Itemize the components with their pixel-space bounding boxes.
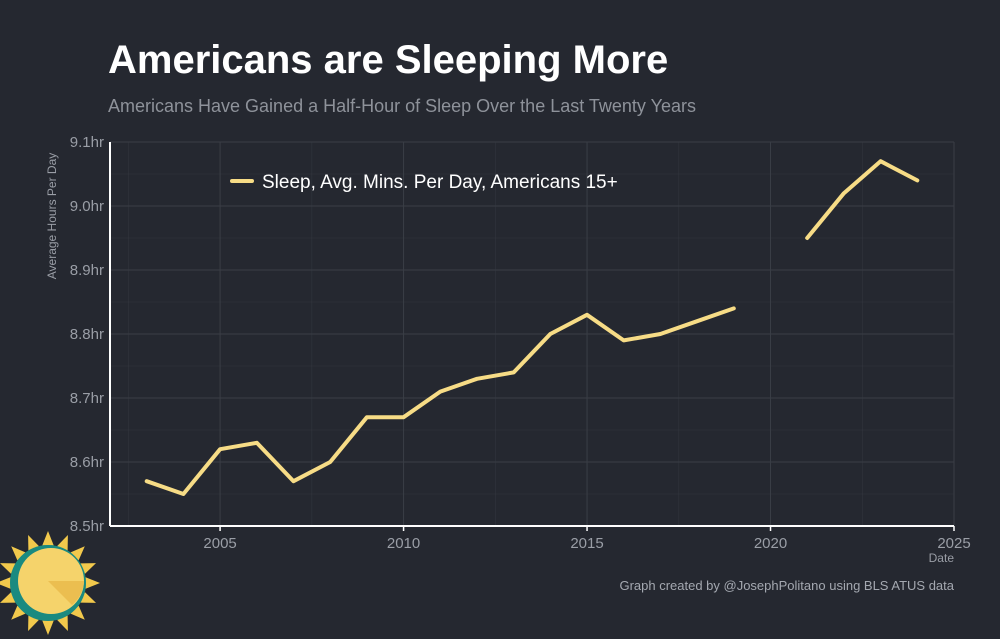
- y-tick-label: 8.6hr: [70, 454, 104, 471]
- legend-label: Sleep, Avg. Mins. Per Day, Americans 15+: [262, 172, 618, 193]
- grid-lines: [110, 141, 955, 526]
- y-tick-label: 9.1hr: [70, 134, 104, 151]
- sun-ray: [85, 577, 100, 589]
- y-tick-label: 8.8hr: [70, 326, 104, 343]
- sun-ray: [28, 615, 39, 631]
- series-lines: [144, 159, 920, 496]
- x-axis-title: Date: [929, 551, 955, 565]
- sun-ray: [28, 535, 39, 551]
- sun-ray: [42, 531, 54, 546]
- sun-ray: [0, 563, 16, 574]
- legend: Sleep, Avg. Mins. Per Day, Americans 15+: [230, 172, 618, 193]
- y-tick-label: 8.5hr: [70, 518, 104, 535]
- chart-title: Americans are Sleeping More: [108, 38, 669, 82]
- sun-ray: [80, 563, 96, 574]
- source-caption: Graph created by @JosephPolitano using B…: [619, 578, 954, 593]
- sun-shade: [48, 581, 84, 605]
- y-axis-title: Average Hours Per Day: [45, 153, 59, 280]
- sun-ray: [57, 615, 68, 631]
- sun-icon: [0, 531, 100, 635]
- sun-ray: [70, 546, 85, 561]
- sun-ray: [11, 605, 26, 620]
- y-tick-label: 8.7hr: [70, 390, 104, 407]
- x-tick-label: 2020: [754, 535, 787, 552]
- y-tick-label: 9.0hr: [70, 198, 104, 215]
- axes: 8.5hr 8.6hr 8.7hr 8.8hr 8.9hr 9.0hr 9.1hr 2005 2…: [45, 134, 971, 565]
- sun-ray: [0, 577, 11, 589]
- sun-ray: [0, 592, 16, 603]
- chart-subtitle: Americans Have Gained a Half-Hour of Sle…: [108, 96, 696, 116]
- sun-ray: [80, 592, 96, 603]
- x-tick-label: 2025: [937, 535, 970, 552]
- series-line: [805, 159, 920, 240]
- x-tick-label: 2005: [203, 535, 236, 552]
- series-line: [144, 306, 736, 496]
- sun-ray: [70, 605, 85, 620]
- sun-ray: [42, 620, 54, 635]
- y-tick-label: 8.9hr: [70, 262, 104, 279]
- sun-ray: [57, 535, 68, 551]
- sun-ray: [11, 546, 26, 561]
- x-tick-label: 2010: [387, 535, 420, 552]
- x-tick-label: 2015: [570, 535, 603, 552]
